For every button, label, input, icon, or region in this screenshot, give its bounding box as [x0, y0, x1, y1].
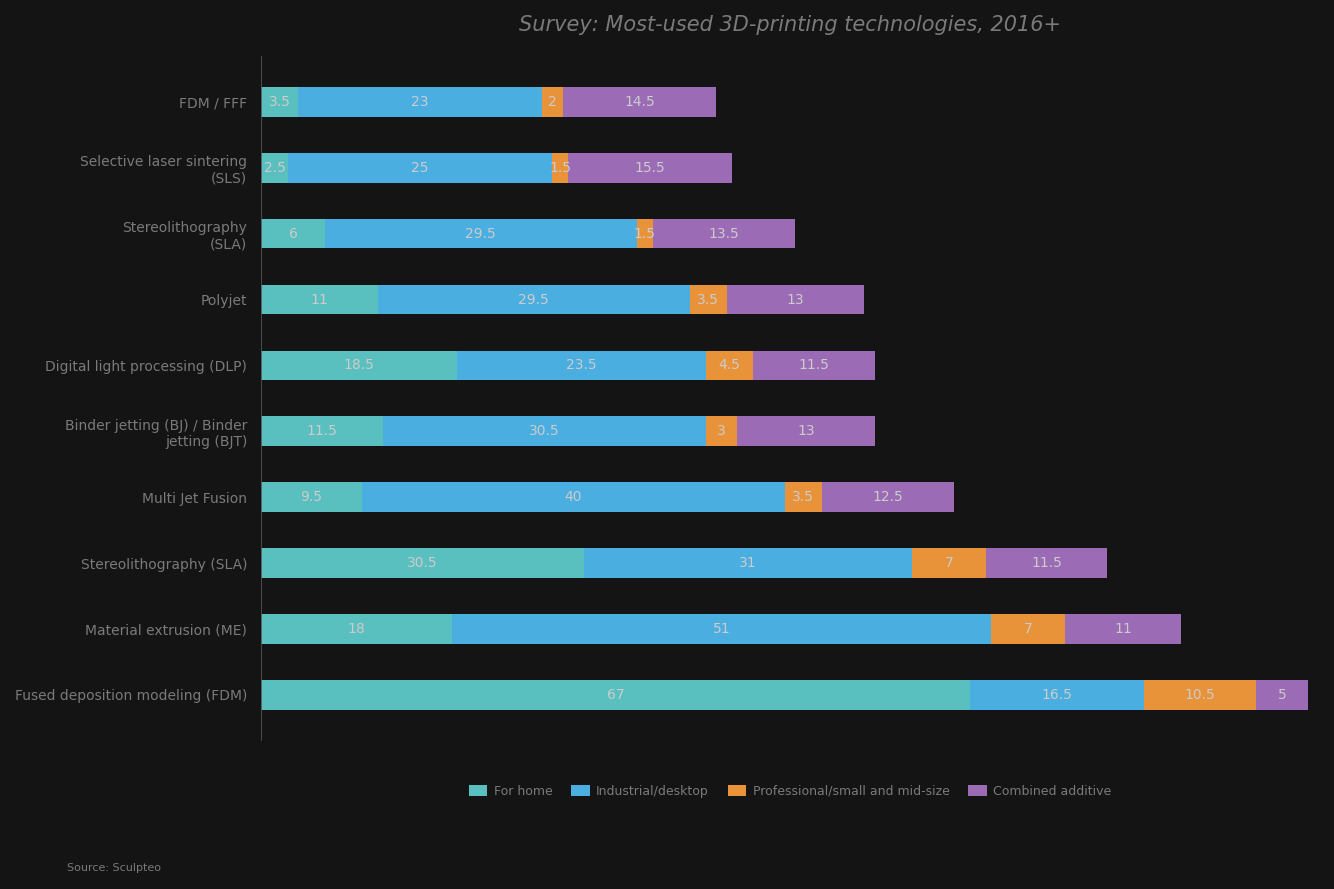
Bar — [383, 416, 706, 446]
Text: 2: 2 — [548, 95, 556, 109]
Bar — [261, 680, 970, 709]
Bar — [991, 614, 1065, 644]
Bar — [784, 483, 822, 512]
Text: 9.5: 9.5 — [300, 490, 323, 504]
Bar — [568, 153, 732, 182]
Text: 3: 3 — [716, 424, 726, 438]
Bar — [754, 350, 875, 380]
Bar — [261, 87, 299, 116]
Text: 13.5: 13.5 — [708, 227, 739, 241]
Text: 6: 6 — [288, 227, 297, 241]
Bar — [738, 416, 875, 446]
Text: 11.5: 11.5 — [1031, 556, 1062, 570]
Text: 13: 13 — [798, 424, 815, 438]
Bar — [652, 219, 795, 249]
Text: 5: 5 — [1278, 688, 1286, 701]
Text: 2.5: 2.5 — [264, 161, 285, 175]
Text: 12.5: 12.5 — [872, 490, 903, 504]
Bar — [1145, 680, 1255, 709]
Bar — [261, 153, 288, 182]
Bar — [261, 284, 378, 315]
Bar — [636, 219, 652, 249]
Text: 3.5: 3.5 — [792, 490, 814, 504]
Text: 31: 31 — [739, 556, 756, 570]
Bar — [261, 416, 383, 446]
Text: 3.5: 3.5 — [269, 95, 291, 109]
Text: 4.5: 4.5 — [719, 358, 740, 372]
Text: 23.5: 23.5 — [566, 358, 596, 372]
Bar — [261, 219, 324, 249]
Text: 1.5: 1.5 — [550, 161, 571, 175]
Text: 11: 11 — [1114, 622, 1133, 636]
Text: 40: 40 — [564, 490, 582, 504]
Bar — [261, 549, 584, 578]
Bar — [261, 483, 362, 512]
Bar — [261, 350, 458, 380]
Text: 7: 7 — [1023, 622, 1033, 636]
Text: 13: 13 — [787, 292, 804, 307]
Text: 11.5: 11.5 — [799, 358, 830, 372]
Bar — [1255, 680, 1309, 709]
Bar — [970, 680, 1145, 709]
Bar — [706, 416, 738, 446]
Text: 29.5: 29.5 — [466, 227, 496, 241]
Text: Source: Sculpteo: Source: Sculpteo — [67, 863, 160, 873]
Text: 11: 11 — [311, 292, 328, 307]
Bar — [362, 483, 784, 512]
Bar — [706, 350, 754, 380]
Bar — [1065, 614, 1182, 644]
Text: 15.5: 15.5 — [635, 161, 666, 175]
Text: 18: 18 — [348, 622, 366, 636]
Bar — [452, 614, 991, 644]
Text: 67: 67 — [607, 688, 624, 701]
Text: 51: 51 — [712, 622, 730, 636]
Bar — [299, 87, 542, 116]
Text: 14.5: 14.5 — [624, 95, 655, 109]
Bar — [986, 549, 1107, 578]
Text: 7: 7 — [944, 556, 954, 570]
Text: 23: 23 — [411, 95, 428, 109]
Text: 30.5: 30.5 — [528, 424, 559, 438]
Bar — [822, 483, 954, 512]
Text: 16.5: 16.5 — [1042, 688, 1073, 701]
Bar — [458, 350, 706, 380]
Text: 30.5: 30.5 — [407, 556, 438, 570]
Text: 10.5: 10.5 — [1185, 688, 1215, 701]
Bar — [324, 219, 636, 249]
Text: 29.5: 29.5 — [518, 292, 550, 307]
Text: 11.5: 11.5 — [307, 424, 338, 438]
Bar — [542, 87, 563, 116]
Text: 1.5: 1.5 — [634, 227, 656, 241]
Bar — [690, 284, 727, 315]
Bar — [261, 614, 452, 644]
Text: 18.5: 18.5 — [344, 358, 375, 372]
Bar — [911, 549, 986, 578]
Text: 3.5: 3.5 — [698, 292, 719, 307]
Text: 25: 25 — [411, 161, 428, 175]
Bar — [727, 284, 864, 315]
Bar — [378, 284, 690, 315]
Bar — [288, 153, 552, 182]
Bar — [563, 87, 716, 116]
Legend: For home, Industrial/desktop, Professional/small and mid-size, Combined additive: For home, Industrial/desktop, Profession… — [464, 780, 1117, 803]
Bar — [552, 153, 568, 182]
Bar — [584, 549, 911, 578]
Title: Survey: Most-used 3D-printing technologies, 2016+: Survey: Most-used 3D-printing technologi… — [519, 15, 1061, 35]
